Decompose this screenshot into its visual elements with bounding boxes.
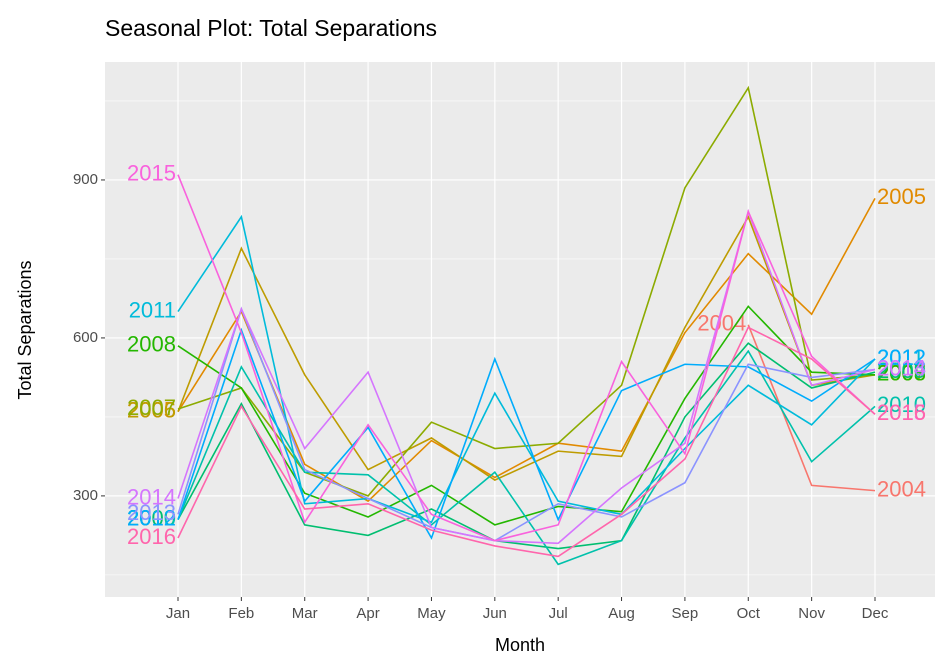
series-end-label: 2004	[877, 476, 926, 501]
series-end-label: 2015	[877, 400, 926, 425]
series-end-label: 2005	[877, 184, 926, 209]
x-tick-label: May	[417, 605, 446, 622]
x-tick-label: Aug	[608, 605, 635, 622]
series-start-label: 2015	[127, 160, 176, 185]
y-tick-label: 600	[73, 329, 98, 346]
series-start-label: 2008	[127, 332, 176, 357]
chart-title: Seasonal Plot: Total Separations	[105, 15, 437, 41]
series-end-label: 2013	[877, 355, 926, 380]
series-end-label: 2009	[877, 358, 926, 383]
series-start-label: 2013	[127, 500, 176, 525]
x-tick-label: Sep	[672, 605, 699, 622]
series-line	[177, 342, 876, 550]
series-line	[177, 326, 876, 558]
series-line	[177, 214, 876, 482]
x-tick-label: Dec	[862, 605, 889, 622]
y-tick-label: 900	[73, 171, 98, 188]
series-line	[177, 306, 876, 542]
series-line	[177, 214, 876, 524]
x-tick-label: Apr	[356, 605, 379, 622]
y-axis-title: Total Separations	[15, 260, 35, 399]
series-line	[177, 197, 876, 503]
series-start-label: 2007	[127, 395, 176, 420]
series-line	[177, 208, 876, 545]
series-start-label: 2014	[127, 484, 176, 509]
x-tick-label: Mar	[292, 605, 318, 622]
x-tick-label: Oct	[737, 605, 761, 622]
x-tick-label: Feb	[228, 605, 254, 622]
y-tick-label: 300	[73, 487, 98, 504]
series-start-label: 2011	[129, 297, 176, 322]
series-end-label: 2011	[877, 345, 924, 370]
series-end-label: 2010	[877, 392, 926, 417]
series-start-label: 2006	[127, 397, 176, 422]
x-tick-label: Nov	[798, 605, 825, 622]
x-tick-label: Jul	[549, 605, 568, 622]
series-start-label: 2010	[127, 505, 176, 530]
series-end-label: 2012	[877, 345, 926, 370]
series-end-label: 2014	[877, 355, 926, 380]
x-tick-label: Jun	[483, 605, 507, 622]
series-start-label: 2016	[127, 524, 176, 549]
series-line	[177, 327, 876, 540]
x-tick-label: Jan	[166, 605, 190, 622]
x-axis-title: Month	[495, 635, 545, 655]
series-end-label: 2008	[877, 361, 926, 386]
series-start-label: 2012	[127, 505, 176, 530]
series-line	[177, 305, 876, 526]
series-start-label: 2005	[127, 397, 176, 422]
series-end-label: 2006	[877, 361, 926, 386]
series-end-label: 2007	[877, 361, 926, 386]
series-start-label: 2009	[127, 505, 176, 530]
series-end-label: 2016	[877, 400, 926, 425]
